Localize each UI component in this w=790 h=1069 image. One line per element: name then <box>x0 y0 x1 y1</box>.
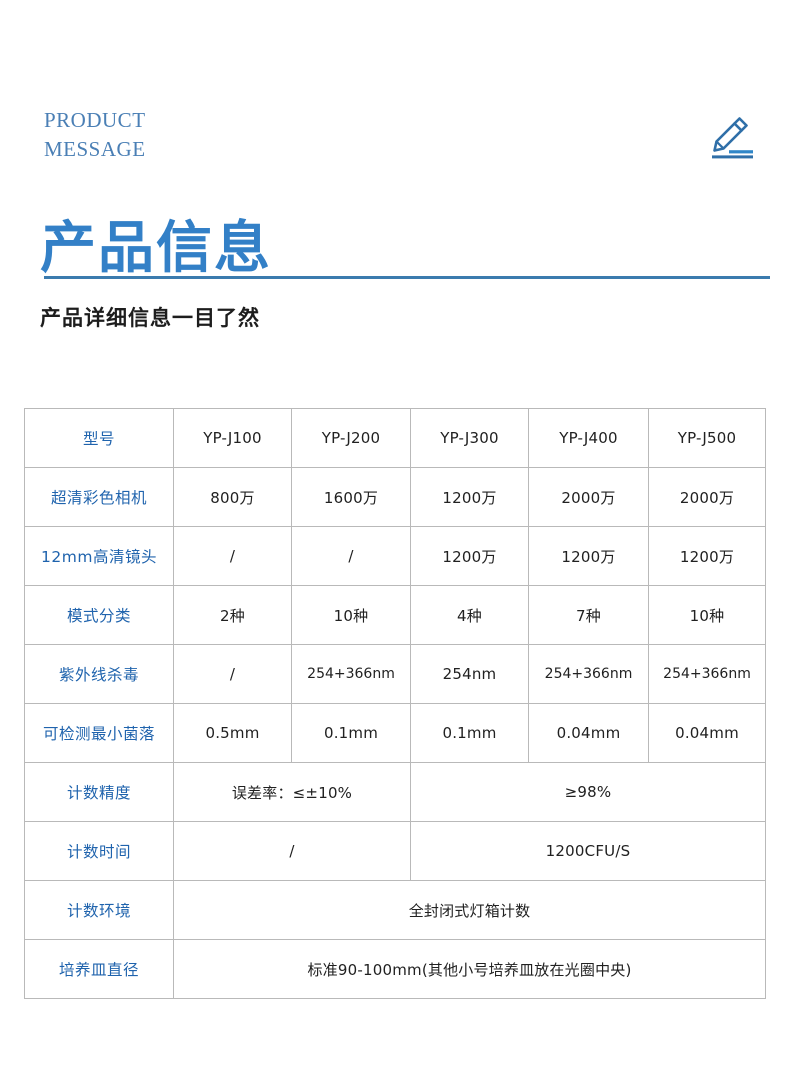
row-label: 培养皿直径 <box>24 939 174 999</box>
table-row: 型号 YP-J100 YP-J200 YP-J300 YP-J400 YP-J500 <box>24 408 766 468</box>
pencil-edit-icon <box>703 112 759 160</box>
table-cell: YP-J500 <box>648 408 766 468</box>
table-cell: 全封闭式灯箱计数 <box>173 880 766 940</box>
table-cell: 1200万 <box>648 526 766 586</box>
table-cell: 800万 <box>173 467 292 527</box>
table-cell: 7种 <box>528 585 649 645</box>
page-title: 产品信息 <box>40 215 272 281</box>
eyebrow-text: PRODUCT MESSAGE <box>44 108 146 161</box>
table-row: 计数精度 误差率：≤±10% ≥98% <box>24 762 766 822</box>
row-label: 紫外线杀毒 <box>24 644 174 704</box>
table-row: 模式分类 2种 10种 4种 7种 10种 <box>24 585 766 645</box>
table-row: 超清彩色相机 800万 1600万 1200万 2000万 2000万 <box>24 467 766 527</box>
table-cell: 0.1mm <box>291 703 411 763</box>
table-cell: 0.04mm <box>528 703 649 763</box>
table-cell: YP-J300 <box>410 408 529 468</box>
page-subtitle: 产品详细信息一目了然 <box>40 305 260 330</box>
row-label: 型号 <box>24 408 174 468</box>
row-label: 12mm高清镜头 <box>24 526 174 586</box>
table-cell: 254+366nm <box>291 644 411 704</box>
table-row: 培养皿直径 标准90-100mm(其他小号培养皿放在光圈中央) <box>24 939 766 999</box>
table-cell: ≥98% <box>410 762 766 822</box>
row-label: 计数时间 <box>24 821 174 881</box>
table-cell: / <box>173 526 292 586</box>
table-cell: 1200万 <box>410 467 529 527</box>
table-cell: 1200CFU/S <box>410 821 766 881</box>
table-cell: 误差率：≤±10% <box>173 762 411 822</box>
table-cell: 10种 <box>291 585 411 645</box>
table-cell: YP-J200 <box>291 408 411 468</box>
table-cell: 0.5mm <box>173 703 292 763</box>
table-cell: 254+366nm <box>648 644 766 704</box>
table-cell: 254+366nm <box>528 644 649 704</box>
row-label: 模式分类 <box>24 585 174 645</box>
spec-table-container: 型号 YP-J100 YP-J200 YP-J300 YP-J400 YP-J500 超清彩… <box>24 408 766 999</box>
table-cell: 2000万 <box>648 467 766 527</box>
row-label: 超清彩色相机 <box>24 467 174 527</box>
table-cell: YP-J100 <box>173 408 292 468</box>
table-cell: 254nm <box>410 644 529 704</box>
spec-table-body: 型号 YP-J100 YP-J200 YP-J300 YP-J400 YP-J500 超清彩… <box>24 408 766 999</box>
table-cell: 4种 <box>410 585 529 645</box>
table-cell: 标准90-100mm(其他小号培养皿放在光圈中央) <box>173 939 766 999</box>
table-row: 计数时间/1200CFU/S <box>24 821 766 881</box>
table-cell: / <box>173 644 292 704</box>
table-cell: 1200万 <box>410 526 529 586</box>
row-label: 可检测最小菌落 <box>24 703 174 763</box>
table-row: 紫外线杀毒/254+366nm 254nm 254+366nm 254+366nm <box>24 644 766 704</box>
table-cell: 0.04mm <box>648 703 766 763</box>
table-row: 12mm高清镜头 //1200万 1200万 1200万 <box>24 526 766 586</box>
table-cell: 1200万 <box>528 526 649 586</box>
table-cell: 1600万 <box>291 467 411 527</box>
table-cell: YP-J400 <box>528 408 649 468</box>
header-divider <box>44 276 770 279</box>
table-cell: 2000万 <box>528 467 649 527</box>
table-cell: 10种 <box>648 585 766 645</box>
page-header: PRODUCT MESSAGE 产品信息 产品详细信息一目了然 <box>0 0 790 330</box>
table-cell: / <box>291 526 411 586</box>
table-cell: 0.1mm <box>410 703 529 763</box>
product-spec-table: 型号 YP-J100 YP-J200 YP-J300 YP-J400 YP-J500 超清彩… <box>24 408 766 999</box>
table-cell: / <box>173 821 411 881</box>
row-label: 计数环境 <box>24 880 174 940</box>
table-cell: 2种 <box>173 585 292 645</box>
row-label: 计数精度 <box>24 762 174 822</box>
table-row: 可检测最小菌落 0.5mm 0.1mm 0.1mm 0.04mm 0.04mm <box>24 703 766 763</box>
table-row: 计数环境 全封闭式灯箱计数 <box>24 880 766 940</box>
